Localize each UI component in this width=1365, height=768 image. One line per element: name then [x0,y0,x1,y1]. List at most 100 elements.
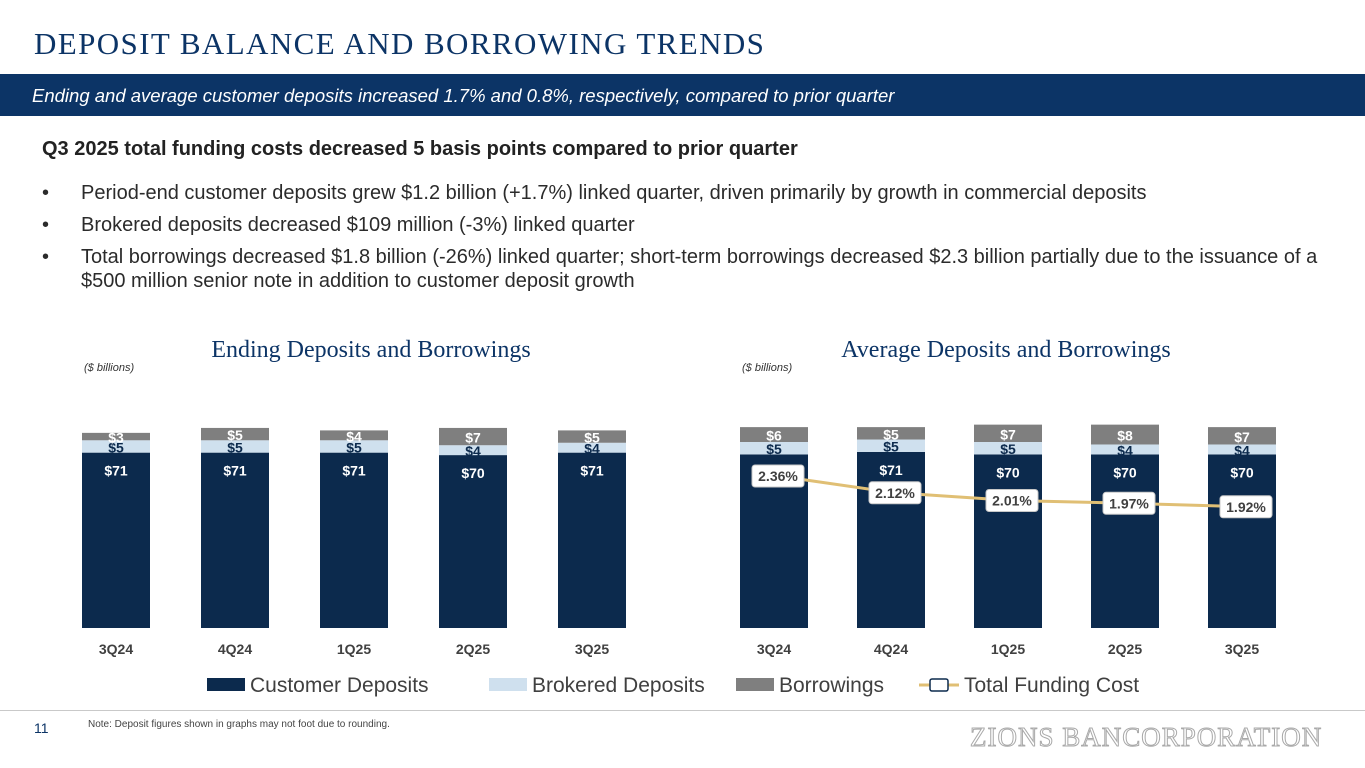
category-label: 2Q25 [456,641,490,657]
funding-cost-label: 2.12% [875,485,915,501]
data-label: $70 [1113,464,1137,480]
data-label: $4 [1234,442,1250,458]
bar-segment-borrowings [82,432,150,441]
bar-segment-brokered-deposits [857,439,925,452]
category-label: 3Q24 [757,641,791,657]
bar-segment-customer-deposits [974,454,1042,628]
bar-segment-borrowings [558,430,626,443]
bar-segment-customer-deposits [1091,454,1159,628]
bar-segment-customer-deposits [558,452,626,628]
bullet-dot: • [42,246,50,268]
bar-segment-brokered-deposits [558,442,626,453]
data-label: $5 [227,427,243,443]
data-label: $70 [1230,464,1254,480]
bar-segment-customer-deposits [82,452,150,628]
category-label: 1Q25 [991,641,1025,657]
footer-divider [0,710,1365,711]
funding-cost-label: 2.01% [992,493,1032,509]
bar-segment-brokered-deposits [82,440,150,453]
page-number: 11 [34,720,49,736]
funding-cost-point [985,489,1039,512]
bullet-item: • Total borrowings decreased $1.8 billion… [42,245,1342,293]
legend-swatch [736,678,774,691]
bullet-dot: • [42,182,50,204]
data-label: $7 [1234,429,1250,445]
category-label: 3Q25 [1225,641,1259,657]
funding-cost-point [751,464,805,488]
legend-swatch [207,678,245,691]
data-label: $5 [1000,441,1016,457]
bar-segment-brokered-deposits [740,442,808,455]
unit-label: ($ billions) [84,362,134,374]
data-label: $5 [584,430,600,446]
data-label: $5 [346,439,362,455]
data-label: $70 [996,464,1020,480]
bar-segment-brokered-deposits [1208,444,1276,455]
data-label: $71 [104,463,128,479]
footnote: Note: Deposit figures shown in graphs ma… [88,719,390,730]
data-label: $4 [1117,442,1133,458]
data-label: $5 [108,439,124,455]
bullet-text: Period-end customer deposits grew $1.2 b… [81,182,1147,204]
banner-text: Ending and average customer deposits inc… [32,85,895,106]
data-label: $4 [584,441,600,457]
category-label: 1Q25 [337,641,371,657]
chart-title: Ending Deposits and Borrowings [211,337,530,363]
bullet-text: Brokered deposits decreased $109 million… [81,214,635,236]
funding-cost-label: 2.36% [758,468,798,484]
bullet-item: • Brokered deposits decreased $109 millio… [42,213,1342,237]
data-label: $5 [883,426,899,442]
bar-segment-customer-deposits [1208,454,1276,628]
data-label: $70 [461,465,485,481]
legend-label: Total Funding Cost [964,674,1139,697]
unit-label: ($ billions) [742,362,792,374]
data-label: $7 [1000,426,1016,442]
bar-segment-customer-deposits [439,455,507,628]
bar-segment-brokered-deposits [201,440,269,453]
data-label: $3 [108,430,124,446]
category-label: 3Q25 [575,641,609,657]
data-label: $8 [1117,428,1133,444]
bar-segment-borrowings [974,424,1042,442]
funding-cost-label: 1.92% [1226,499,1266,515]
company-logo: ZIONS BANCORPORATION [969,722,1323,753]
bar-segment-borrowings [1208,427,1276,445]
category-label: 2Q25 [1108,641,1142,657]
funding-cost-point [1219,495,1273,519]
legend-marker [929,678,949,692]
bar-segment-borrowings [740,427,808,442]
data-label: $4 [346,428,362,444]
bullet-list: • Period-end customer deposits grew $1.2 … [42,181,1342,301]
bar-segment-brokered-deposits [320,440,388,453]
category-label: 3Q24 [99,641,133,657]
bar-segment-borrowings [439,427,507,446]
data-label: $7 [465,430,481,446]
data-label: $71 [342,463,366,479]
data-label: $71 [580,463,604,479]
funding-cost-point [868,481,922,505]
bar-segment-borrowings [1091,424,1159,445]
subtitle-banner: Ending and average customer deposits inc… [0,74,1365,116]
bullet-text: Total borrowings decreased $1.8 billion … [81,246,1318,292]
bar-segment-borrowings [201,427,269,441]
bar-segment-customer-deposits [320,452,388,628]
page-title: DEPOSIT BALANCE AND BORROWING TRENDS [34,26,766,61]
data-label: $71 [879,462,903,478]
data-label: $71 [223,463,247,479]
category-label: 4Q24 [218,641,252,657]
legend-label: Customer Deposits [250,674,429,697]
bullet-item: • Period-end customer deposits grew $1.2 … [42,181,1342,205]
bar-segment-brokered-deposits [439,445,507,456]
data-label: $5 [766,441,782,457]
category-label: 4Q24 [874,641,908,657]
data-label: $4 [465,443,481,459]
bullet-dot: • [42,214,50,236]
chart-title: Average Deposits and Borrowings [841,337,1170,363]
bar-segment-brokered-deposits [1091,444,1159,455]
bar-segment-borrowings [857,427,925,440]
headline: Q3 2025 total funding costs decreased 5 … [42,138,798,160]
legend-label: Borrowings [779,674,884,697]
legend-swatch [489,678,527,691]
data-label: $5 [883,439,899,455]
